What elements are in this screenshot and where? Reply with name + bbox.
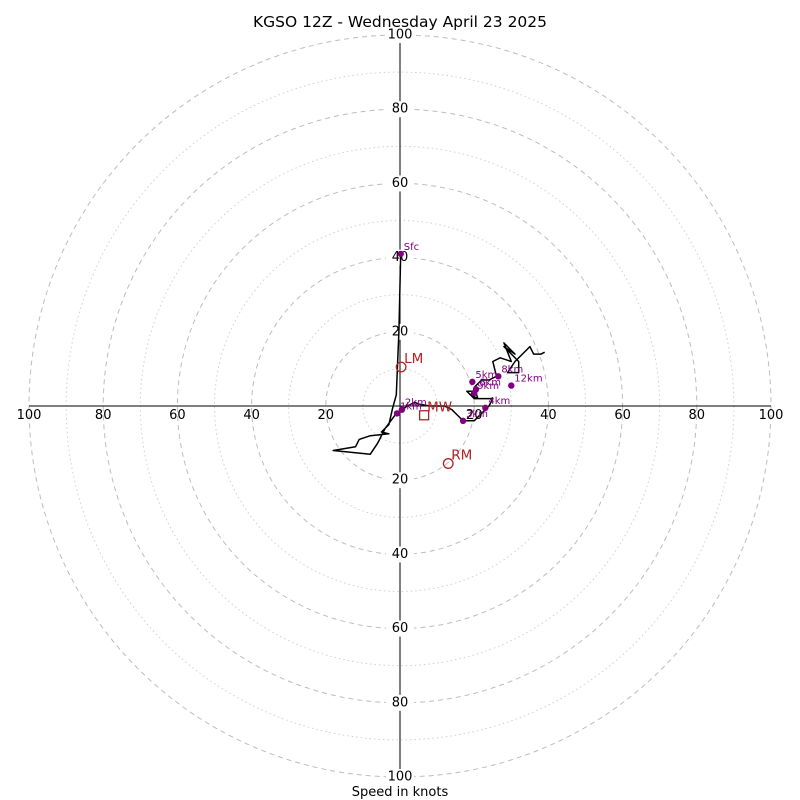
tick-label-top: 20 <box>392 324 409 339</box>
storm-motion-label: LM <box>404 351 423 367</box>
tick-label-left: 60 <box>169 408 186 423</box>
tick-label-bg <box>386 101 414 118</box>
height-marker <box>482 404 489 412</box>
height-marker <box>393 410 401 417</box>
height-marker-label: 5km <box>475 370 497 381</box>
tick-label-right: 60 <box>614 408 631 423</box>
hodograph-line <box>332 253 546 455</box>
height-marker <box>469 378 476 386</box>
chart-title: KGSO 12Z - Wednesday April 23 2025 <box>253 13 547 31</box>
height-marker-label: 12km <box>514 374 542 385</box>
tick-label-right: 20 <box>466 408 483 423</box>
tick-label-left: 80 <box>95 408 112 423</box>
height-marker-label: 2km <box>405 398 427 409</box>
tick-label-bg <box>386 546 414 563</box>
tick-label-left: 40 <box>243 408 260 423</box>
height-marker-label: Sfc <box>404 242 419 253</box>
tick-label-bottom: 80 <box>392 695 409 710</box>
height-marker <box>508 382 515 389</box>
x-axis-label: Speed in knots <box>352 785 449 800</box>
tick-label-right: 80 <box>689 408 706 423</box>
tick-label-left: 100 <box>17 408 42 423</box>
storm-motion-marker <box>395 361 407 373</box>
tick-label-right: 100 <box>759 408 784 423</box>
storm-motion-label: MW <box>427 399 452 415</box>
height-marker-label: 8km <box>501 364 523 375</box>
tick-label-bottom: 20 <box>392 473 409 488</box>
height-marker <box>471 389 478 397</box>
tick-label-bg <box>386 27 414 43</box>
height-marker-label: 6km <box>479 377 501 388</box>
height-marker-label: 1km <box>400 401 422 412</box>
tick-label-bg <box>386 323 414 340</box>
storm-motion-marker <box>418 410 430 421</box>
height-marker <box>459 417 467 425</box>
tick-label-top: 60 <box>392 176 409 191</box>
height-marker <box>398 406 406 413</box>
height-marker-label: 4km <box>488 396 510 407</box>
tick-label-bg <box>386 694 414 711</box>
height-marker-label: 3km <box>466 409 488 420</box>
height-marker <box>495 373 502 380</box>
height-marker-label: 9km <box>477 381 499 392</box>
tick-labels: 2020202040404040606060608080808010010010… <box>17 27 784 785</box>
hodograph-trace <box>332 253 546 455</box>
tick-label-top: 100 <box>388 28 413 43</box>
tick-label-bottom: 100 <box>388 770 413 785</box>
tick-label-bottom: 40 <box>392 547 409 562</box>
tick-label-bg <box>386 175 414 192</box>
tick-label-bottom: 60 <box>392 621 409 636</box>
storm-motion-marker <box>442 458 454 469</box>
storm-motions: LM RM MW <box>395 351 472 469</box>
storm-motion-label: RM <box>451 448 472 464</box>
height-marker <box>397 250 404 258</box>
tick-label-left: 20 <box>318 408 335 423</box>
tick-label-bg <box>386 769 414 785</box>
tick-label-bg <box>386 620 414 637</box>
tick-label-top: 80 <box>392 102 409 117</box>
tick-label-bg <box>386 472 414 489</box>
tick-label-right: 40 <box>540 408 557 423</box>
